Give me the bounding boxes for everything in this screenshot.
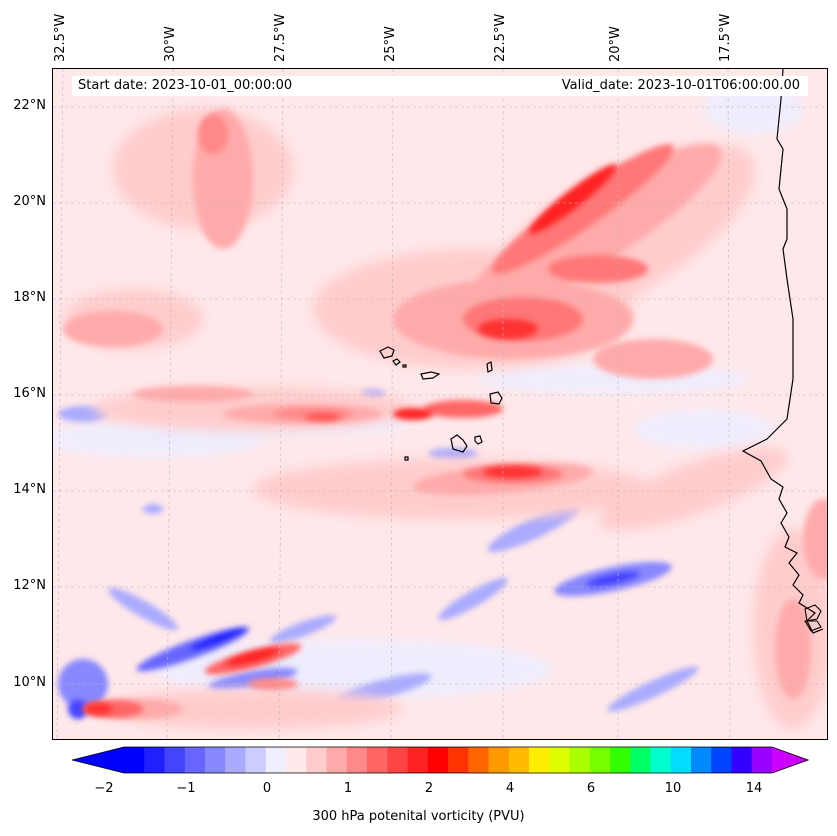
colorbar-segment	[205, 747, 226, 773]
colorbar-segment	[610, 747, 631, 773]
colorbar-segment	[691, 747, 712, 773]
colorbar-segment	[630, 747, 651, 773]
lat-label-22n: 22°N	[13, 98, 46, 113]
start-date-text: Start date: 2023-10-01_00:00:00	[78, 78, 293, 93]
colorbar-segment	[529, 747, 550, 773]
lat-label-20n: 20°N	[13, 194, 46, 209]
colorbar-segment	[427, 747, 449, 773]
cb-tick-14: 14	[745, 781, 763, 796]
colorbar-extend-low	[72, 747, 124, 773]
colorbar-segment	[731, 747, 753, 773]
colorbar-segment	[508, 747, 530, 773]
colorbar	[72, 746, 809, 774]
cb-tick-minus1: −1	[176, 781, 196, 796]
lon-label-30w: 30°W	[163, 26, 178, 62]
colorbar-segment	[144, 747, 165, 773]
colorbar-segment	[448, 747, 469, 773]
cb-tick-minus2: −2	[94, 781, 114, 796]
colorbar-segment	[346, 747, 368, 773]
lat-label-18n: 18°N	[13, 290, 46, 305]
africa-coastline	[741, 69, 824, 634]
colorbar-segment	[184, 747, 206, 773]
lat-label-16n: 16°N	[13, 386, 46, 401]
cb-tick-2: 2	[424, 781, 434, 796]
lon-label-25w: 25°W	[383, 26, 398, 62]
lon-label-27-5w: 27.5°W	[273, 13, 288, 62]
cape-verde-islands	[379, 346, 503, 461]
colorbar-segment	[306, 747, 327, 773]
cb-tick-10: 10	[664, 781, 682, 796]
lon-label-22-5w: 22.5°W	[493, 13, 508, 62]
colorbar-segment	[225, 747, 246, 773]
colorbar-segment	[387, 747, 408, 773]
colorbar-segment	[124, 747, 145, 773]
lat-label-10n: 10°N	[13, 675, 46, 690]
lon-label-32-5w: 32.5°W	[53, 13, 68, 62]
lon-label-17-5w: 17.5°W	[718, 13, 733, 62]
lat-label-14n: 14°N	[13, 482, 46, 497]
colorbar-segment	[265, 747, 287, 773]
colorbar-segment	[286, 747, 307, 773]
colorbar-segment	[569, 747, 591, 773]
pv-field	[53, 69, 827, 739]
colorbar-segment	[488, 747, 510, 773]
colorbar-segment	[326, 747, 348, 773]
cb-tick-1: 1	[343, 781, 353, 796]
colorbar-outline	[72, 746, 809, 774]
pv-map	[52, 68, 828, 740]
colorbar-segment	[164, 747, 186, 773]
colorbar-segment	[670, 747, 692, 773]
colorbar-label: 300 hPa potenital vorticity (PVU)	[312, 809, 525, 824]
colorbar-segment	[245, 747, 267, 773]
colorbar-segment	[407, 747, 429, 773]
cb-tick-6: 6	[586, 781, 596, 796]
colorbar-segment	[589, 747, 611, 773]
valid-date-text: Valid_date: 2023-10-01T06:00:00.00	[561, 78, 800, 93]
colorbar-segment	[650, 747, 672, 773]
colorbar-extend-high	[772, 747, 808, 773]
date-info-bar: Start date: 2023-10-01_00:00:00 Valid_da…	[72, 76, 808, 96]
lat-label-12n: 12°N	[13, 578, 46, 593]
cb-tick-0: 0	[262, 781, 272, 796]
colorbar-segment	[711, 747, 732, 773]
colorbar-segment	[367, 747, 388, 773]
colorbar-segment	[751, 747, 773, 773]
colorbar-segment	[468, 747, 489, 773]
lon-label-20w: 20°W	[608, 26, 623, 62]
cb-tick-4: 4	[505, 781, 515, 796]
colorbar-segment	[549, 747, 570, 773]
